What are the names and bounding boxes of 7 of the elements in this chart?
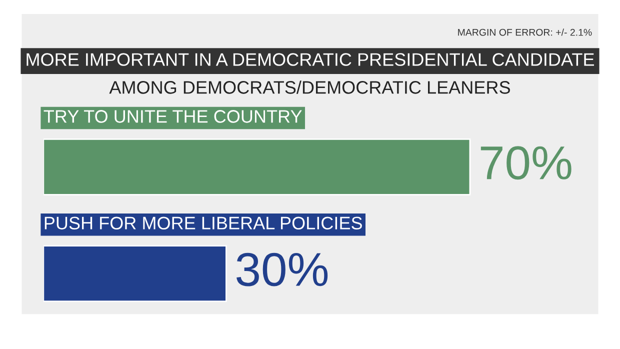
chart-subtitle: AMONG DEMOCRATS/DEMOCRATIC LEANERS — [109, 80, 510, 94]
data-label: 30% — [236, 252, 328, 286]
y-tick-label: PUSH FOR MORE LIBERAL POLICIES — [44, 216, 362, 230]
data-label: 70% — [480, 146, 572, 180]
y-tick-label: TRY TO UNITE THE COUNTRY — [44, 110, 302, 123]
text: MARGIN OF ERROR: +/- 2.1% — [458, 28, 592, 36]
chart-title: MORE IMPORTANT IN A DEMOCRATIC PRESIDENTIAL CANDIDATE — [26, 53, 594, 66]
